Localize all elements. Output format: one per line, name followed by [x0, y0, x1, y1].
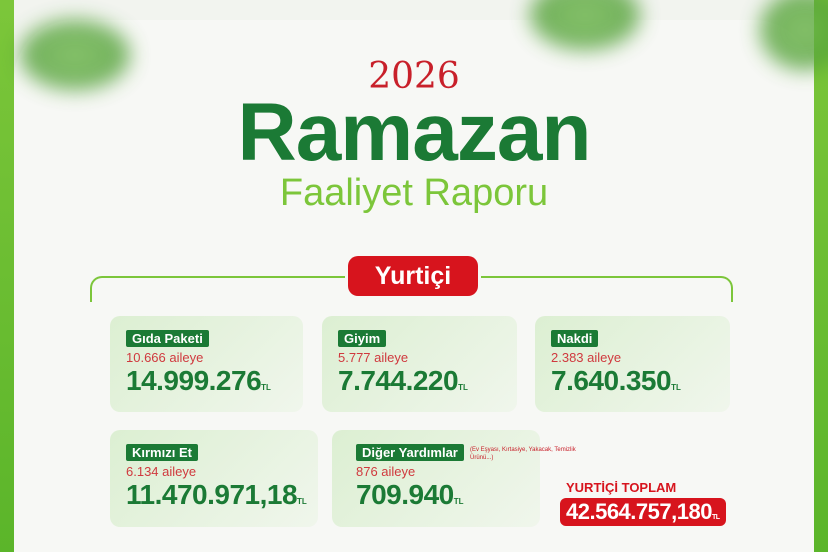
- card-families: 5.777 aileye: [338, 350, 409, 365]
- report-subtitle: Faaliyet Raporu: [279, 172, 549, 214]
- right-border: [814, 0, 828, 552]
- currency: TL: [671, 383, 681, 392]
- card-nakdi: Nakdi 2.383 aileye 7.640.350TL: [535, 316, 730, 412]
- card-label: Gıda Paketi: [126, 330, 209, 347]
- card-amount: 7.744.220: [338, 365, 459, 396]
- left-border: [0, 0, 14, 552]
- card-amount: 14.999.276: [126, 365, 262, 396]
- leaf-decoration: [20, 20, 130, 90]
- card-label: Kırmızı Et: [126, 444, 198, 461]
- card-amount: 11.470.971,18: [126, 479, 298, 510]
- total-label: YURTİÇİ TOPLAM: [566, 480, 677, 495]
- card-note: (Ev Eşyası, Kırtasiye, Yakacak, Temizlik…: [470, 447, 576, 461]
- card-families: 876 aileye: [356, 464, 416, 479]
- total-amount: 42.564.757,180: [566, 499, 712, 524]
- report-title: Ramazan: [237, 87, 591, 178]
- card-diger-yardimlar: Diğer Yardımlar (Ev Eşyası, Kırtasiye, Y…: [332, 430, 576, 527]
- currency: TL: [458, 383, 468, 392]
- currency: TL: [711, 514, 720, 521]
- card-families: 6.134 aileye: [126, 464, 197, 479]
- card-families: 2.383 aileye: [551, 350, 622, 365]
- currency: TL: [453, 497, 464, 506]
- card-gida-paketi: Gıda Paketi 10.666 aileye 14.999.276TL: [110, 316, 303, 412]
- card-label: Nakdi: [551, 330, 599, 347]
- card-giyim: Giyim 5.777 aileye 7.744.220TL: [322, 316, 517, 412]
- report-year: 2026: [368, 56, 460, 97]
- card-label: Diğer Yardımlar: [356, 444, 464, 461]
- currency: TL: [297, 497, 307, 506]
- card-amount: 709.940: [356, 479, 454, 510]
- section-label: Yurtiçi: [348, 256, 478, 296]
- total-amount-box: 42.564.757,180TL: [560, 498, 726, 526]
- card-kirmizi-et: Kırmızı Et 6.134 aileye 11.470.971,18TL: [110, 430, 318, 527]
- currency: TL: [261, 383, 271, 392]
- card-amount: 7.640.350: [551, 365, 672, 396]
- card-label: Giyim: [338, 330, 387, 347]
- card-families: 10.666 aileye: [126, 350, 204, 365]
